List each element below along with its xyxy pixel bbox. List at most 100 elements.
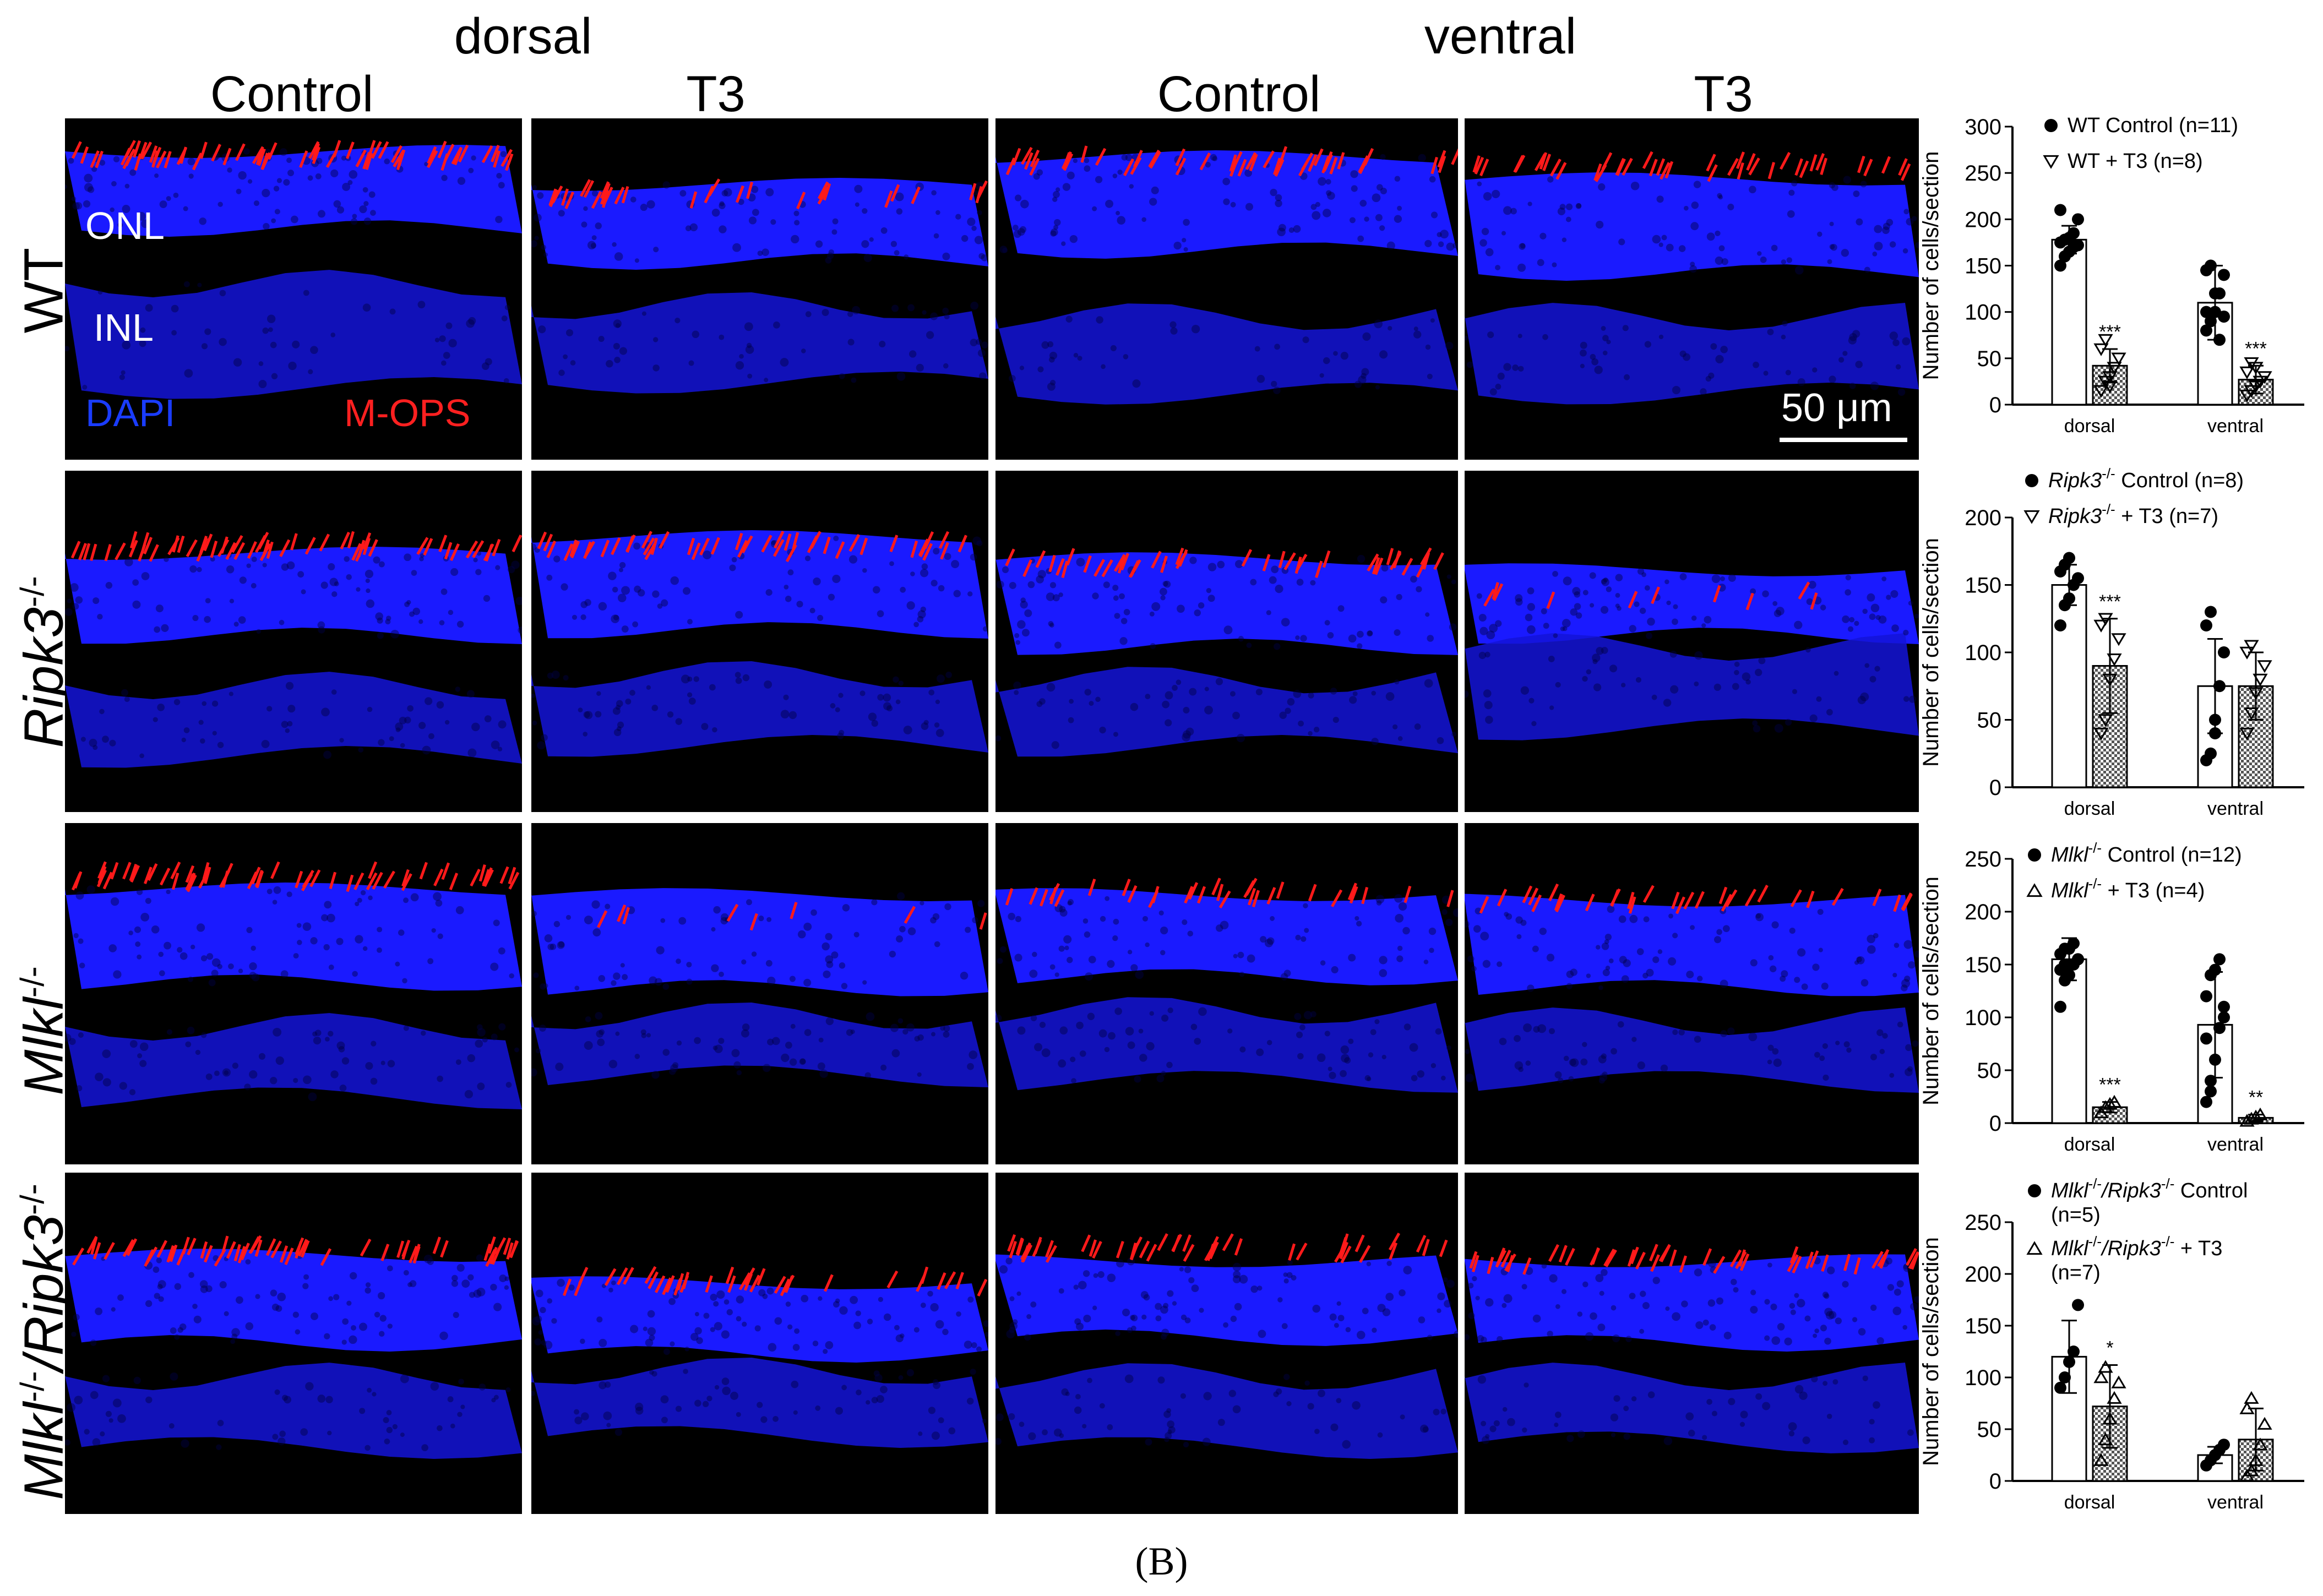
legend-marker <box>2043 155 2059 169</box>
micrograph-ripk3-dorsal-t3 <box>531 471 988 812</box>
data-point <box>2098 1360 2113 1373</box>
data-point <box>2107 1391 2122 1404</box>
y-tick-label: 100 <box>1965 641 2001 665</box>
data-point <box>2093 1370 2109 1383</box>
data-point <box>2098 714 2113 727</box>
data-point <box>2244 707 2259 721</box>
legend-entry: WT + T3 (n=8) <box>2068 150 2203 173</box>
data-point <box>2213 334 2226 346</box>
data-point <box>2239 1401 2255 1414</box>
micrograph-wt-dorsal-t3 <box>531 118 988 460</box>
x-tick-label: ventral <box>2207 416 2264 437</box>
y-tick-label: 250 <box>1965 1211 2001 1235</box>
y-tick-label: 50 <box>1977 1059 2002 1083</box>
data-point <box>2205 259 2217 272</box>
data-point <box>2253 375 2268 389</box>
x-tick-label: ventral <box>2207 798 2264 819</box>
data-point <box>2218 1000 2230 1013</box>
data-point <box>2213 680 2226 693</box>
data-point <box>2098 334 2113 347</box>
data-point <box>2218 1011 2230 1023</box>
data-point <box>2111 352 2126 366</box>
micrograph-ripk3-ventral-control <box>995 471 1458 812</box>
row-label-mlkl-ripk3-sup2: -/- <box>14 1184 51 1215</box>
data-point <box>2209 1053 2221 1066</box>
micrograph-wt-dorsal-control <box>65 118 522 460</box>
data-point <box>2107 1094 2122 1108</box>
y-tick-label: 200 <box>1965 1262 2001 1287</box>
significance-marker: *** <box>2099 322 2121 342</box>
significance-marker: *** <box>2245 338 2267 359</box>
data-point <box>2239 646 2255 660</box>
row-label-mlkl-ripk3-sup1: -/- <box>14 1371 51 1403</box>
data-point <box>2111 633 2126 646</box>
data-point <box>2200 306 2212 318</box>
y-tick-label: 0 <box>1989 776 2001 800</box>
inl-label: INL <box>94 306 154 349</box>
y-tick-label: 0 <box>1989 393 2001 417</box>
y-tick-label: 250 <box>1965 847 2001 871</box>
data-point <box>2200 324 2212 337</box>
data-point <box>2072 1299 2084 1311</box>
y-tick-label: 150 <box>1965 254 2001 279</box>
legend-entry: WT Control (n=11) <box>2068 114 2238 137</box>
micrograph-mlkl-ripk3-dorsal-control <box>65 1173 522 1514</box>
data-point <box>2107 653 2122 667</box>
scale-bar-label: 50 μm <box>1781 386 1892 430</box>
data-point <box>2200 619 2212 631</box>
data-point <box>2209 963 2221 976</box>
data-point <box>2257 660 2272 673</box>
x-tick-label: dorsal <box>2064 416 2115 437</box>
data-point <box>2107 362 2122 375</box>
micrograph-mlkl-dorsal-t3 <box>531 823 988 1164</box>
bar <box>2051 584 2087 788</box>
data-point <box>2102 371 2118 384</box>
data-point <box>2054 204 2066 216</box>
data-point <box>2098 1432 2113 1446</box>
legend-marker <box>2023 510 2040 524</box>
legend-marker <box>2028 1184 2041 1197</box>
data-point <box>2253 1437 2268 1451</box>
bar-chart-mlkl-ripk3: 0 50 100 150 200 250 Number of cells/section do… <box>1919 1175 2304 1513</box>
data-point <box>2059 1371 2071 1383</box>
y-tick-label: 50 <box>1977 1418 2002 1442</box>
legend-entry-line2: (n=7) <box>2051 1261 2101 1284</box>
data-point <box>2218 646 2230 658</box>
data-point <box>2068 1346 2080 1358</box>
x-tick-label: dorsal <box>2064 1492 2115 1513</box>
data-point <box>2102 673 2118 687</box>
significance-marker: * <box>2106 1337 2113 1358</box>
micrograph-mlkl-ventral-control <box>995 823 1458 1164</box>
data-point <box>2218 269 2230 281</box>
onl-label: ONL <box>85 204 165 247</box>
y-tick-label: 200 <box>1965 208 2001 232</box>
y-axis-label: Number of cells/section <box>1919 876 1943 1105</box>
y-tick-label: 150 <box>1965 1314 2001 1338</box>
data-point <box>2063 1355 2075 1368</box>
data-point <box>2054 1000 2066 1013</box>
data-point <box>2093 343 2109 356</box>
row-label-ripk3-sup: -/- <box>14 576 51 607</box>
data-point <box>2239 727 2255 740</box>
data-point <box>2248 1109 2264 1123</box>
micrograph-mlkl-ripk3-dorsal-t3 <box>531 1173 988 1514</box>
data-point <box>2205 315 2217 328</box>
dapi-label: DAPI <box>85 391 176 434</box>
legend-marker <box>2025 474 2038 487</box>
x-tick-label: ventral <box>2207 1134 2264 1155</box>
data-point <box>2205 1085 2217 1098</box>
y-axis-label: Number of cells/section <box>1919 538 1943 767</box>
legend-marker <box>2044 119 2058 132</box>
y-tick-label: 50 <box>1977 347 2002 371</box>
data-point <box>2054 259 2066 272</box>
legend-entry: Mlkl-/- Control (n=12) <box>2051 840 2242 867</box>
bar <box>2051 1355 2087 1482</box>
micrograph-wt-ventral-control <box>995 118 1458 460</box>
data-point <box>2244 640 2259 653</box>
data-point <box>2054 1381 2066 1394</box>
y-tick-label: 250 <box>1965 161 2001 186</box>
data-point <box>2205 747 2217 760</box>
data-point <box>2253 1107 2268 1120</box>
data-point <box>2218 1439 2230 1451</box>
bar-chart-wt: 0 50 100 150 200 250 300 Number of cells/sectio… <box>1919 114 2304 437</box>
